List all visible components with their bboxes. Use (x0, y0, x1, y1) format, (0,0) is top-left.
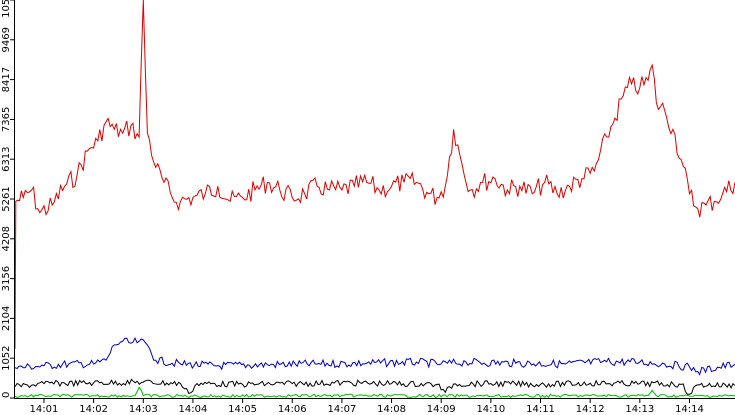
y-axis-ticks: 0 1052 2104 3156 4208 5261 6313 7365 8417 9469 105… (1, 0, 15, 399)
y-tick-label: 9469 (1, 27, 12, 52)
y-tick-label: 5261 (1, 186, 12, 211)
x-tick-label: 14:08 (377, 404, 406, 415)
series-layer (14, 0, 735, 399)
x-tick-label: 14:04 (179, 404, 208, 415)
series-line (14, 386, 735, 399)
y-tick-label: 1052 (1, 345, 12, 370)
series-line (14, 337, 735, 376)
y-tick-label: 4208 (1, 226, 12, 251)
y-tick-label: 10522 (1, 0, 12, 18)
x-tick-label: 14:13 (625, 404, 654, 415)
y-tick-label: 8417 (1, 67, 12, 92)
y-tick-label: 3156 (1, 266, 12, 291)
x-tick-label: 14:03 (129, 404, 158, 415)
x-tick-label: 14:12 (576, 404, 605, 415)
x-axis-ticks: 14:01 14:02 14:03 14:04 14:05 14:06 14:07 14:08… (30, 398, 704, 415)
y-tick-label: 0 (1, 392, 12, 398)
x-tick-label: 14:02 (79, 404, 108, 415)
x-tick-label: 14:14 (675, 404, 704, 415)
y-tick-label: 6313 (1, 146, 12, 171)
y-tick-label: 7365 (1, 107, 12, 132)
series-line (14, 378, 735, 395)
x-tick-label: 14:10 (476, 404, 505, 415)
x-tick-label: 14:09 (427, 404, 456, 415)
x-tick-label: 14:01 (30, 404, 59, 415)
x-tick-label: 14:05 (228, 404, 257, 415)
x-tick-label: 14:06 (278, 404, 307, 415)
x-tick-label: 14:07 (327, 404, 356, 415)
series-line (14, 0, 735, 349)
x-tick-label: 14:11 (526, 404, 555, 415)
y-tick-label: 2104 (1, 306, 12, 331)
